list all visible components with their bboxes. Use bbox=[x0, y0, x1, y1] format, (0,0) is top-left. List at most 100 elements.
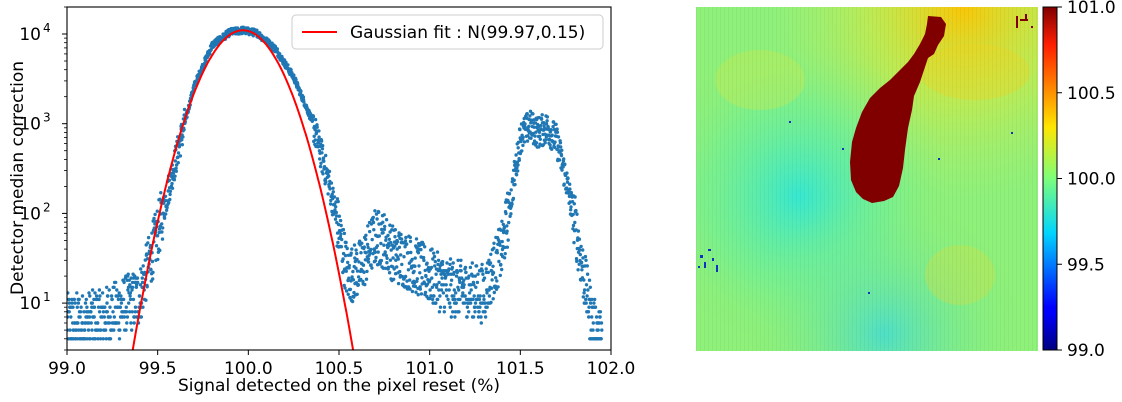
scatter-point bbox=[124, 305, 128, 309]
scatter-point bbox=[519, 139, 523, 144]
scatter-point bbox=[292, 73, 296, 77]
scatter-point bbox=[550, 133, 554, 137]
scatter-point bbox=[573, 220, 577, 225]
x-tick-label: 99.0 bbox=[48, 359, 86, 379]
scatter-point bbox=[523, 122, 527, 126]
scatter-point bbox=[379, 241, 383, 246]
scatter-point bbox=[553, 140, 557, 144]
scatter-point bbox=[587, 305, 591, 309]
scatter-point bbox=[352, 243, 357, 247]
scatter-point bbox=[566, 176, 570, 181]
scatter-point bbox=[471, 274, 475, 278]
scatter-point bbox=[476, 315, 481, 319]
scatter-point bbox=[534, 130, 538, 134]
scatter-point bbox=[79, 305, 83, 309]
scatter-point bbox=[178, 154, 183, 158]
scatter-point bbox=[124, 310, 129, 314]
scatter-point bbox=[457, 288, 461, 292]
scatter-point bbox=[130, 280, 135, 285]
scatter-point bbox=[514, 173, 519, 177]
scatter-point bbox=[372, 228, 376, 232]
scatter-point bbox=[435, 250, 440, 254]
scatter-point bbox=[446, 272, 451, 276]
scatter-point bbox=[67, 291, 70, 295]
scatter-point bbox=[134, 285, 139, 289]
scatter-point bbox=[399, 237, 404, 241]
scatter-point bbox=[346, 260, 350, 265]
scatter-point bbox=[537, 130, 542, 134]
scatter-point bbox=[321, 156, 326, 160]
scatter-point bbox=[579, 260, 584, 265]
scatter-point bbox=[590, 297, 594, 302]
scatter-point bbox=[577, 237, 582, 241]
scatter-point bbox=[454, 291, 458, 295]
scatter-point bbox=[543, 141, 547, 145]
scatter-point bbox=[554, 122, 558, 127]
y-tick-label: 10 bbox=[19, 294, 41, 314]
scatter-point bbox=[475, 280, 480, 285]
scatter-point bbox=[390, 224, 395, 228]
scatter-point bbox=[75, 291, 79, 295]
scatter-point bbox=[128, 297, 133, 302]
scatter-point bbox=[278, 52, 282, 56]
scatter-point bbox=[114, 280, 118, 285]
scatter-point bbox=[479, 315, 483, 319]
scatter-point bbox=[130, 328, 134, 332]
scatter-point bbox=[440, 262, 445, 267]
scatter-point bbox=[507, 220, 511, 225]
scatter-point bbox=[591, 328, 595, 332]
scatter-point bbox=[328, 187, 332, 191]
scatter-point bbox=[180, 138, 184, 142]
scatter-point bbox=[439, 288, 444, 292]
scatter-point bbox=[350, 299, 355, 304]
scatter-point bbox=[432, 294, 436, 298]
scatter-point bbox=[418, 287, 422, 291]
scatter-point bbox=[507, 191, 512, 196]
scatter-point bbox=[430, 297, 435, 302]
scatter-point bbox=[505, 229, 509, 233]
scatter-point bbox=[498, 243, 502, 247]
scatter-point bbox=[449, 315, 453, 319]
scatter-point bbox=[381, 220, 385, 224]
scatter-point bbox=[115, 288, 119, 292]
scatter-point bbox=[379, 258, 384, 263]
scatter-point bbox=[516, 163, 520, 167]
scatter-point bbox=[339, 232, 343, 236]
scatter-point bbox=[496, 285, 500, 289]
scatter-point bbox=[126, 288, 130, 292]
scatter-point bbox=[344, 240, 348, 245]
scatter-point bbox=[477, 310, 481, 314]
scatter-point bbox=[150, 259, 155, 264]
scatter-point bbox=[363, 282, 367, 287]
scatter-point bbox=[255, 28, 259, 32]
scatter-point bbox=[144, 298, 148, 302]
scatter-point bbox=[420, 276, 424, 280]
scatter-point bbox=[593, 305, 598, 309]
scatter-point bbox=[322, 159, 326, 163]
scatter-point bbox=[384, 238, 388, 242]
scatter-point bbox=[425, 282, 430, 286]
scatter-point bbox=[562, 157, 566, 161]
scatter-point bbox=[404, 235, 408, 240]
x-tick-label: 100.0 bbox=[224, 359, 273, 379]
scatter-point bbox=[108, 315, 112, 319]
scatter-point bbox=[83, 301, 88, 305]
scatter-point bbox=[158, 248, 162, 253]
scatter-point bbox=[432, 251, 436, 255]
scatter-point bbox=[392, 267, 396, 271]
scatter-point bbox=[587, 278, 592, 282]
scatter-point bbox=[463, 265, 468, 270]
scatter-point bbox=[386, 233, 390, 238]
scatter-point bbox=[327, 169, 332, 174]
heatmap-bad-pixels bbox=[698, 121, 1013, 294]
scatter-point bbox=[487, 288, 491, 292]
scatter-point bbox=[122, 280, 126, 285]
scatter-point bbox=[594, 315, 599, 319]
scatter-point bbox=[559, 153, 564, 158]
colorbar-tick-label: 101.0 bbox=[1067, 0, 1116, 18]
scatter-point bbox=[73, 301, 77, 305]
scatter-point bbox=[168, 192, 172, 197]
scatter-point bbox=[559, 145, 563, 149]
